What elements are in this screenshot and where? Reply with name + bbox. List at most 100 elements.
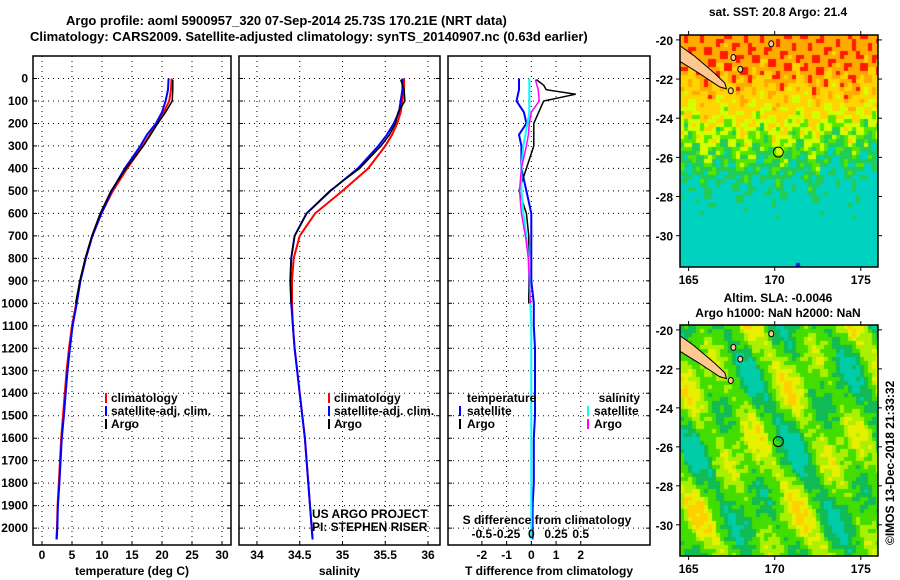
map-y-tick-label: -26 [656, 441, 674, 455]
legend-title-salinity: salinity [599, 391, 641, 405]
legend-label: Argo [467, 417, 495, 431]
map-title: Altim. SLA: -0.0046 [724, 291, 833, 305]
map-frame [679, 324, 879, 557]
map-x-tick-label: 170 [765, 273, 785, 287]
map-x-tick-label: 170 [765, 562, 785, 576]
x-tick-label: 25 [185, 548, 199, 562]
map-x-tick-label: 175 [851, 562, 871, 576]
credit-text: ©IMOS 13-Dec-2018 21:33:32 [883, 380, 897, 545]
map-x-tick-label: 165 [679, 273, 699, 287]
y-tick-label: 400 [8, 161, 28, 175]
x-axis-label: T difference from climatology [465, 564, 633, 578]
legend-label: climatology [111, 391, 178, 405]
legend-label: Argo [594, 417, 622, 431]
x-tick-label: 0 [39, 548, 46, 562]
y-tick-label: 500 [8, 184, 28, 198]
map-x-tick-label: 165 [679, 562, 699, 576]
plot-frame [447, 55, 651, 546]
x-tick-label: 1 [553, 548, 560, 562]
x-axis-label: salinity [319, 564, 361, 578]
series-line-satellite-adj-clim- [55, 78, 170, 540]
title-line1: Argo profile: aoml 5900957_320 07-Sep-20… [66, 13, 507, 28]
series-line-climatology [291, 78, 406, 540]
x-tick-label: 5 [69, 548, 76, 562]
series-line-argo [289, 79, 406, 304]
legend-label: Argo [111, 417, 139, 431]
y-tick-label: 600 [8, 206, 28, 220]
y-tick-label: 1500 [1, 409, 28, 423]
project-name: US ARGO PROJECT [312, 507, 428, 521]
x-tick-label: -1 [501, 548, 512, 562]
land-island [727, 377, 734, 385]
s-axis-label: S difference from climatology [463, 513, 632, 527]
map-y-tick-label: -22 [656, 73, 674, 87]
x-tick-label: 35.5 [374, 548, 398, 562]
y-tick-label: 900 [8, 274, 28, 288]
y-tick-label: 0 [21, 71, 28, 85]
x-tick-label: 10 [95, 548, 109, 562]
plot-frame [32, 55, 232, 546]
map-y-tick-label: -26 [656, 151, 674, 165]
y-tick-label: 1200 [1, 341, 28, 355]
x-tick-label: 34.5 [288, 548, 312, 562]
land-island [768, 40, 775, 48]
s-tick-label: 0 [528, 527, 535, 541]
legend-label: satellite-adj. clim. [334, 404, 434, 418]
x-tick-label: 20 [155, 548, 169, 562]
y-tick-label: 1900 [1, 499, 28, 513]
s-tick-label: -0.25 [493, 527, 521, 541]
x-tick-label: 30 [215, 548, 229, 562]
y-tick-label: 1000 [1, 296, 28, 310]
legend-label: climatology [334, 391, 401, 405]
x-tick-label: 35 [336, 548, 350, 562]
y-tick-label: 300 [8, 139, 28, 153]
land-island [730, 54, 737, 62]
s-tick-label: 0.5 [572, 527, 589, 541]
legend-title-temperature: temperature [467, 391, 537, 405]
map-y-tick-label: -22 [656, 363, 674, 377]
land-island [737, 355, 744, 363]
y-tick-label: 700 [8, 229, 28, 243]
legend-label: satellite-adj. clim. [111, 404, 211, 418]
land-island [727, 87, 734, 95]
y-tick-label: 1300 [1, 364, 28, 378]
project-pi: PI: STEPHEN RISER [312, 520, 428, 534]
series-line-satellite-adj-clim- [289, 78, 404, 540]
y-tick-label: 100 [8, 94, 28, 108]
map-y-tick-label: -28 [656, 480, 674, 494]
map-y-tick-label: -30 [656, 230, 674, 244]
land-island [737, 65, 744, 73]
land-new-caledonia [679, 44, 728, 90]
plot-frame [238, 55, 441, 546]
y-tick-label: 1600 [1, 431, 28, 445]
map-subtitle: Argo h1000: NaN h2000: NaN [695, 306, 860, 320]
land-new-caledonia [679, 334, 728, 380]
x-tick-label: -2 [477, 548, 488, 562]
series-line-salinity-argo [518, 79, 540, 304]
series-line-argo [74, 79, 174, 304]
x-tick-label: 0 [528, 548, 535, 562]
title-line2: Climatology: CARS2009. Satellite-adjuste… [30, 29, 588, 44]
x-tick-label: 2 [577, 548, 584, 562]
legend-label: satellite [467, 404, 512, 418]
y-tick-label: 1700 [1, 454, 28, 468]
map-frame [679, 34, 879, 268]
map-y-tick-label: -28 [656, 191, 674, 205]
y-tick-label: 1400 [1, 386, 28, 400]
y-tick-label: 1800 [1, 476, 28, 490]
argo-float-location-marker [772, 436, 784, 448]
map-y-tick-label: -24 [656, 112, 674, 126]
x-tick-label: 15 [125, 548, 139, 562]
land-island [768, 330, 775, 338]
map-x-tick-label: 175 [851, 273, 871, 287]
map-y-tick-label: -20 [656, 34, 674, 48]
y-tick-label: 200 [8, 116, 28, 130]
x-axis-label: temperature (deg C) [75, 564, 189, 578]
y-tick-label: 2000 [1, 521, 28, 535]
y-tick-label: 800 [8, 251, 28, 265]
map-y-tick-label: -30 [656, 519, 674, 533]
s-tick-label: 0.25 [544, 527, 568, 541]
y-tick-label: 1100 [2, 319, 28, 333]
series-line-temperature-argo [518, 79, 576, 304]
